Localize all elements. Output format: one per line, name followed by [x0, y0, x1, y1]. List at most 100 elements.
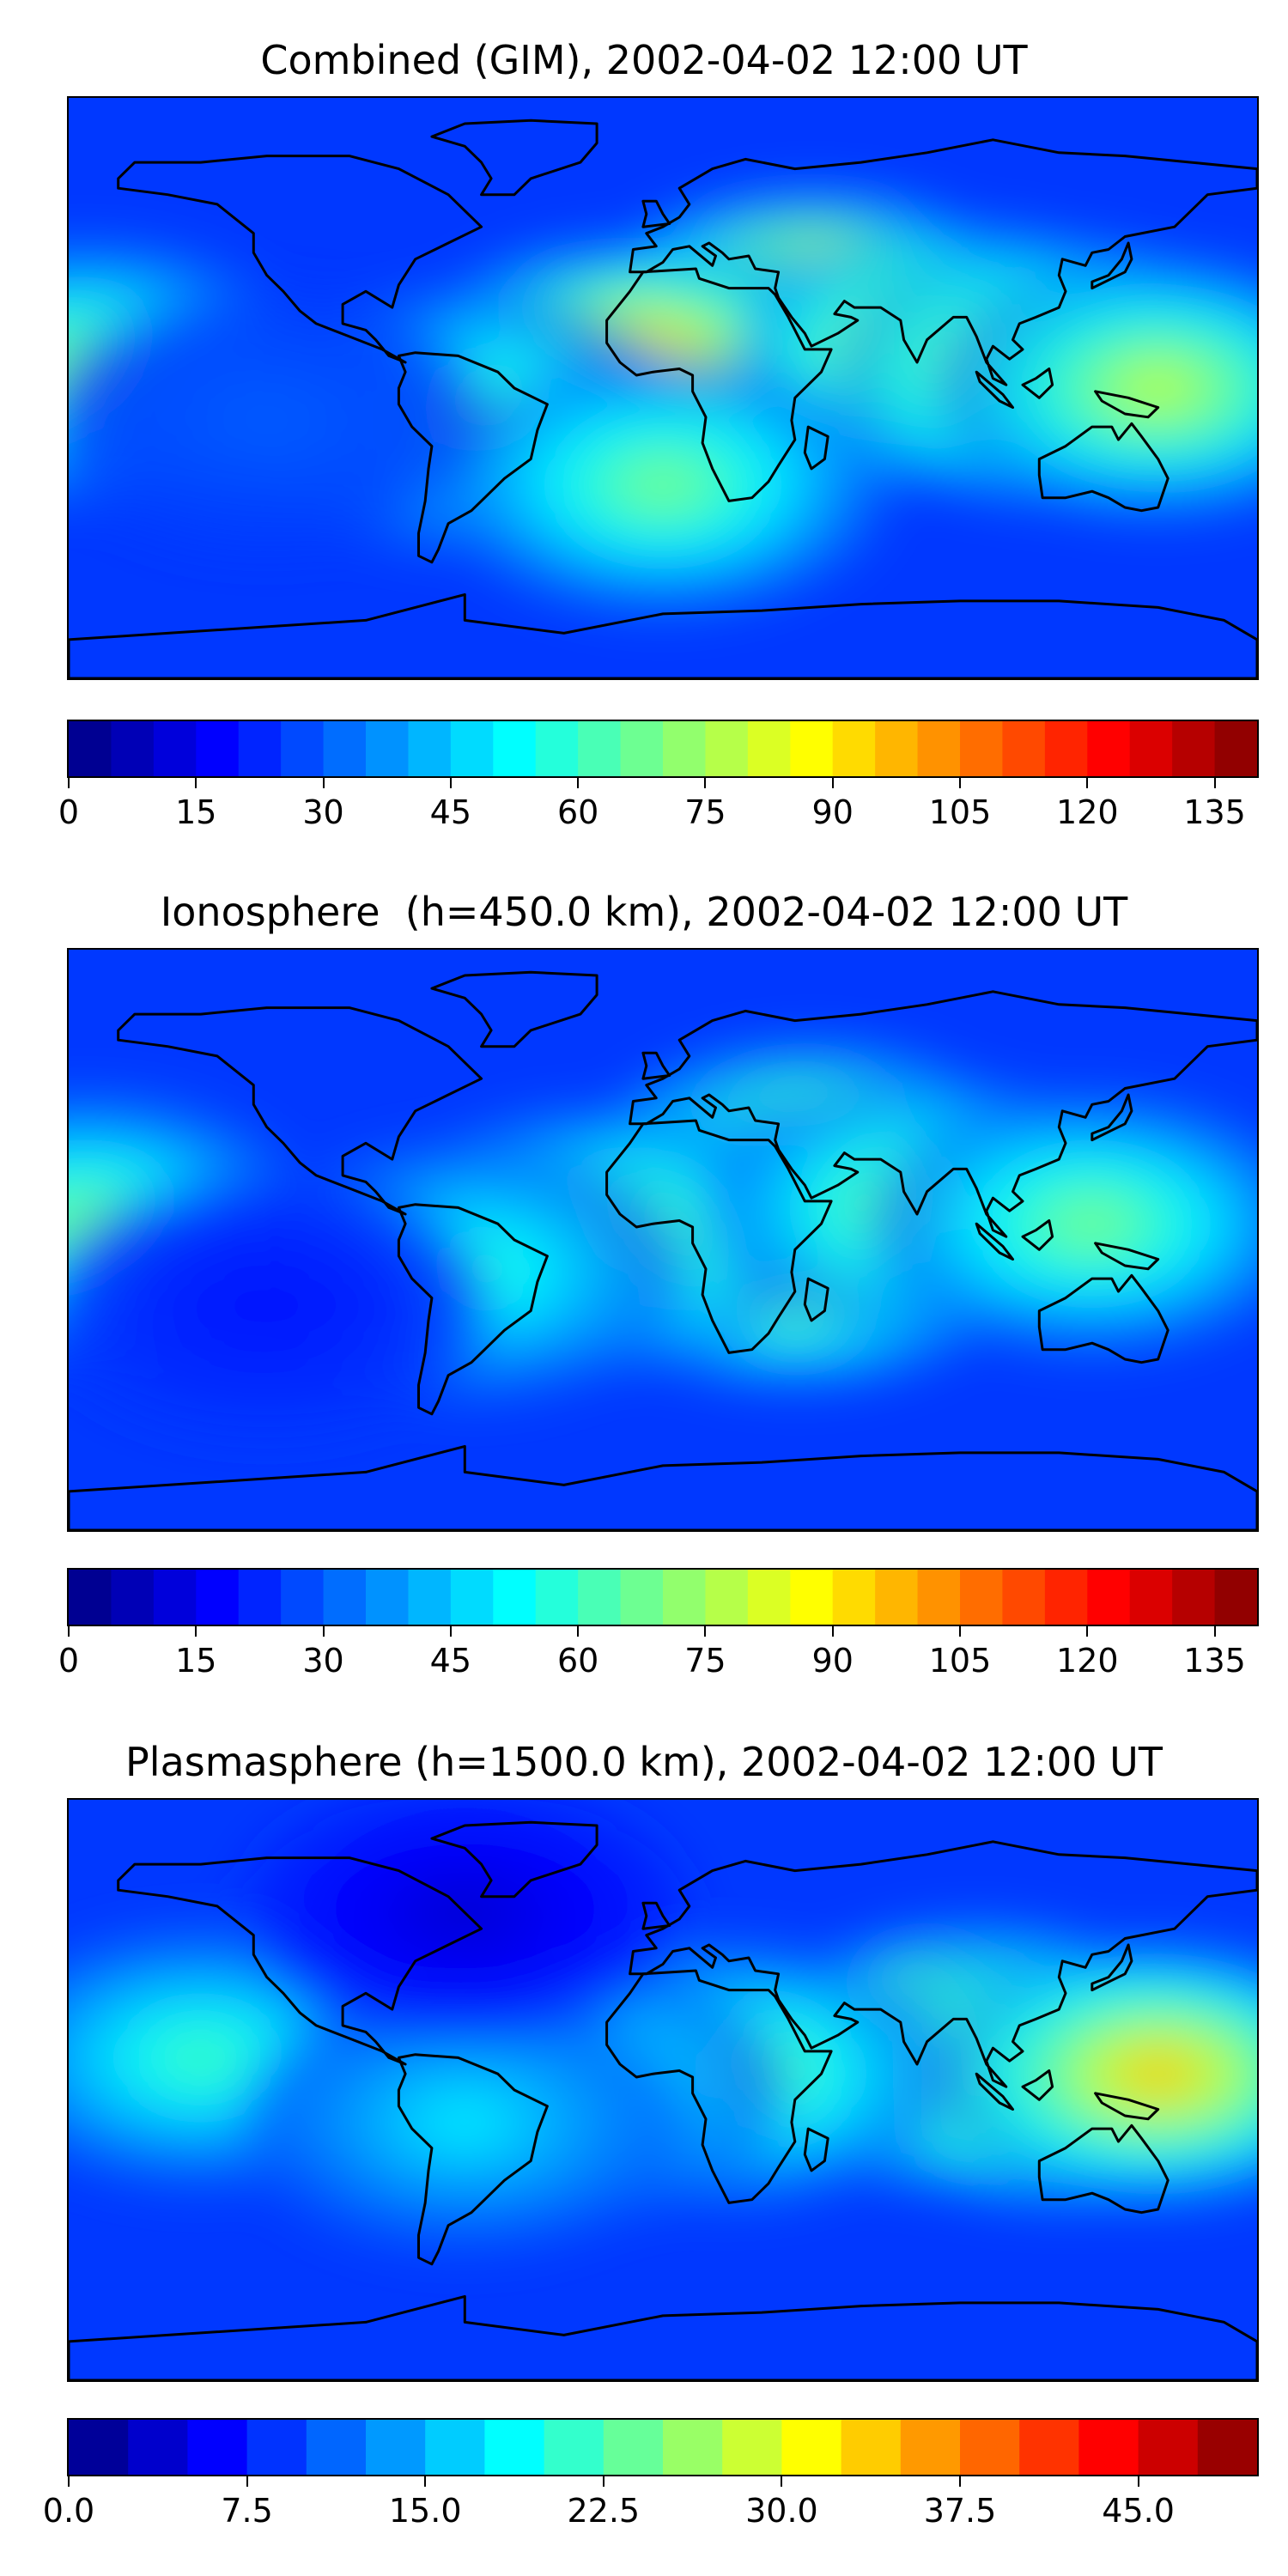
coastline-greenland [430, 118, 598, 197]
colorbar-segment [747, 721, 791, 776]
coastline-british-isles [641, 1051, 671, 1080]
coastline-eurasia [629, 1840, 1257, 2088]
colorbar-segment [69, 721, 112, 776]
coastline-antarctica [69, 1444, 1257, 1530]
panel-2-map [67, 948, 1259, 1532]
panel-2-colorbar-ticks: 0 15 30 45 60 75 90 105 120 135 [58, 1626, 1259, 1686]
coastline-borneo [1021, 1219, 1054, 1251]
coastline-eurasia [629, 138, 1257, 386]
colorbar-segment [128, 2420, 188, 2475]
colorbar-segment [323, 721, 367, 776]
colorbar-tick [1086, 778, 1089, 788]
colorbar-tick-label: 75 [684, 793, 726, 831]
panel-1-map-svg [69, 98, 1257, 678]
coastline-borneo [1021, 368, 1054, 399]
colorbar-tick [577, 1626, 580, 1637]
colorbar-segment [1172, 721, 1216, 776]
colorbar-segment [663, 721, 707, 776]
panel-2-colorbar [67, 1568, 1259, 1626]
panel-3-colorbar [67, 2418, 1259, 2476]
colorbar-segment [238, 721, 282, 776]
colorbar-segment [484, 2420, 545, 2475]
colorbar-tick-label: 0 [58, 793, 80, 831]
colorbar-segment [841, 2420, 902, 2475]
colorbar-segment [1019, 2420, 1079, 2475]
colorbar-segment [1214, 721, 1257, 776]
colorbar-tick [322, 1626, 325, 1637]
colorbar-segment [281, 721, 325, 776]
colorbar-segment [69, 2420, 129, 2475]
coastline-japan [1091, 1943, 1133, 1992]
colorbar-tick-label: 120 [1056, 1642, 1119, 1680]
coastline-australia [1037, 2123, 1170, 2215]
colorbar-segment [544, 2420, 605, 2475]
colorbar-tick [704, 778, 707, 788]
colorbar-segment [535, 1570, 579, 1625]
colorbar-segment [875, 721, 919, 776]
colorbar-tick-label: 135 [1183, 793, 1246, 831]
colorbar-segment [450, 721, 494, 776]
colorbar-tick [831, 778, 834, 788]
colorbar-segment [196, 1570, 240, 1625]
coastlines [69, 1820, 1257, 2380]
panel-2-title: Ionosphere (h=450.0 km), 2002-04-02 12:0… [160, 889, 1128, 935]
colorbar-segment [153, 1570, 197, 1625]
colorbar-segment [187, 2420, 248, 2475]
colorbar-tick [781, 2476, 783, 2487]
colorbar-segment [960, 1570, 1004, 1625]
colorbar-segment [366, 721, 410, 776]
colorbar-segment [111, 1570, 155, 1625]
panel-3-colorbar-svg [69, 2420, 1257, 2475]
coastline-africa [605, 1119, 833, 1354]
colorbar-tick-label: 105 [928, 793, 992, 831]
colorbar-tick-label: 90 [811, 793, 854, 831]
colorbar-segment [578, 721, 622, 776]
colorbar-tick-label: 0.0 [42, 2492, 95, 2530]
colorbar-tick [577, 778, 580, 788]
colorbar-tick [959, 778, 961, 788]
colorbar-segment [1129, 721, 1173, 776]
panel-3-map-svg [69, 1800, 1257, 2380]
colorbar-segment [832, 1570, 876, 1625]
colorbar-tick [322, 778, 325, 788]
coastline-greenland [430, 1820, 598, 1899]
colorbar-segment [153, 721, 197, 776]
colorbar-segment [1138, 2420, 1199, 2475]
colorbar-segment [620, 1570, 664, 1625]
colorbar-tick-label: 90 [811, 1642, 854, 1680]
coastline-australia [1037, 1273, 1170, 1364]
coastline-africa [605, 1969, 833, 2204]
coastline-new-guinea [1094, 1242, 1160, 1271]
field-blob [420, 2096, 510, 2148]
coastline-japan [1091, 241, 1133, 290]
coastline-new-guinea [1094, 2092, 1160, 2121]
colorbar-tick [246, 2476, 248, 2487]
field-blob [1047, 1198, 1137, 1250]
colorbar-segment [1197, 2420, 1257, 2475]
colorbar-segment [408, 1570, 452, 1625]
colorbar-segment [620, 721, 664, 776]
colorbar-tick [1213, 1626, 1216, 1637]
colorbar-segment [1214, 1570, 1257, 1625]
colorbar-segment [917, 1570, 961, 1625]
coastline-new-guinea [1094, 390, 1160, 419]
colorbar-segment [1129, 1570, 1173, 1625]
colorbar-segment [493, 721, 537, 776]
colorbar-segment [493, 1570, 537, 1625]
colorbar-segment [306, 2420, 367, 2475]
panel-1-map [67, 96, 1259, 680]
colorbar-segment [1002, 1570, 1046, 1625]
panel-3-colorbar-ticks: 0.0 7.5 15.0 22.5 30.0 37.5 45.0 [43, 2476, 1259, 2537]
coastline-sumatra [975, 1222, 1014, 1261]
colorbar-tick-label: 22.5 [567, 2492, 641, 2530]
colorbar-tick-label: 45.0 [1102, 2492, 1175, 2530]
colorbar-tick [424, 2476, 427, 2487]
colorbar-segment [366, 1570, 410, 1625]
colorbar-segment [663, 2420, 723, 2475]
colorbar-segment [196, 721, 240, 776]
colorbar-tick-label: 15.0 [388, 2492, 462, 2530]
colorbar-segment [535, 721, 579, 776]
coastline-madagascar [803, 2127, 829, 2172]
panel-1-colorbar [67, 720, 1259, 778]
panel-1-colorbar-svg [69, 721, 1257, 776]
